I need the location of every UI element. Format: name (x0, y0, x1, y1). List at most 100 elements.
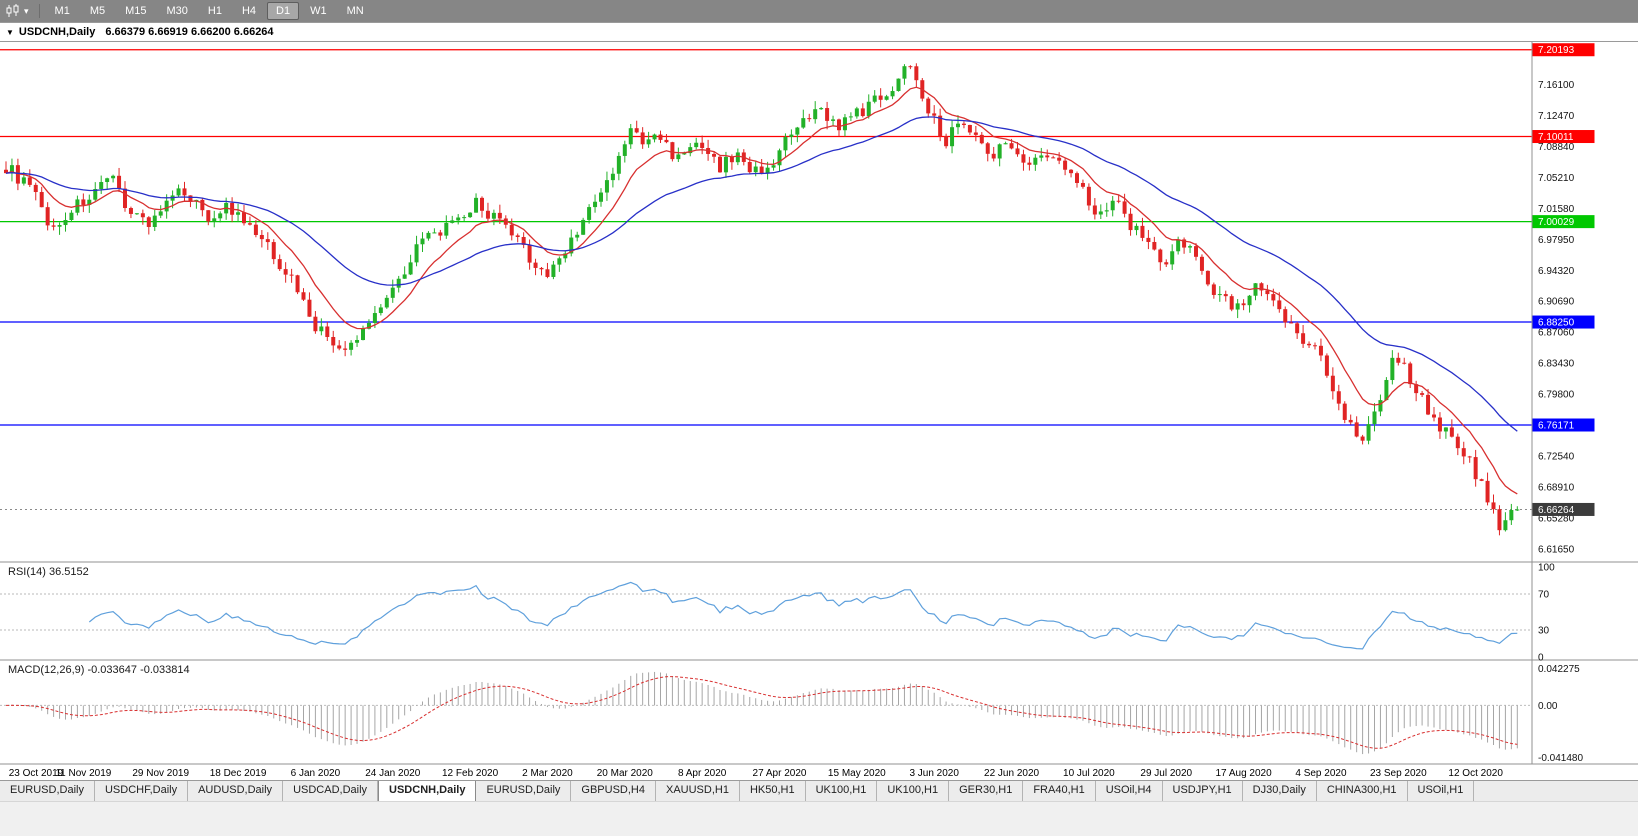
tab-usdjpy-h1[interactable]: USDJPY,H1 (1162, 781, 1243, 801)
toolbar-separator (38, 4, 40, 18)
chart-title-bar[interactable]: ▼ USDCNH,Daily 6.66379 6.66919 6.66200 6… (0, 22, 1638, 42)
timeframe-button-m1[interactable]: M1 (54, 5, 70, 17)
y-axis-label: 6.97950 (1538, 235, 1575, 246)
x-axis-date-label: 6 Jan 2020 (291, 768, 341, 779)
tab-usdcad-daily[interactable]: USDCAD,Daily (283, 781, 379, 801)
svg-text:6.76171: 6.76171 (1538, 421, 1575, 432)
x-axis-date-label: 27 Apr 2020 (753, 768, 807, 779)
tab-gbpusd-h4[interactable]: GBPUSD,H4 (571, 781, 656, 801)
price-level-badge: 6.88250 (1532, 315, 1595, 329)
x-axis-date-label: 24 Jan 2020 (365, 768, 420, 779)
y-axis-label: 6.83430 (1538, 359, 1575, 370)
y-axis-label: 7.16100 (1538, 80, 1575, 91)
x-axis-date-label: 12 Feb 2020 (442, 768, 499, 779)
tab-xauusd-h1[interactable]: XAUUSD,H1 (655, 781, 740, 801)
timeframe-button-w1[interactable]: W1 (310, 5, 327, 17)
y-axis-label: 7.01580 (1538, 204, 1575, 215)
x-axis-date-label: 29 Nov 2019 (132, 768, 189, 779)
tab-uk100-h1[interactable]: UK100,H1 (877, 781, 950, 801)
chart-tab-bar: EURUSD,Daily USDCHF,Daily AUDUSD,Daily USDC… (0, 780, 1638, 801)
candlestick-chart-icon[interactable] (5, 4, 21, 18)
timeframe-button-m30[interactable]: M30 (166, 5, 188, 17)
tab-china300-h1[interactable]: CHINA300,H1 (1316, 781, 1408, 801)
tab-ger30-h1[interactable]: GER30,H1 (949, 781, 1024, 801)
chart-area[interactable]: 7.16100 7.12470 7.08840 7.05210 7.01580 6.979… (0, 42, 1638, 780)
x-axis-date-label: 4 Sep 2020 (1295, 768, 1347, 779)
timeframe-toolbar: ▾ M1 M5 M15 M30 H1 H4 D1 W1 MN (0, 0, 1638, 22)
y-axis-label: 6.61650 (1538, 544, 1575, 555)
x-axis-date-label: 23 Sep 2020 (1370, 768, 1427, 779)
tab-fra40-h1[interactable]: FRA40,H1 (1023, 781, 1096, 801)
tab-audusd-daily[interactable]: AUDUSD,Daily (188, 781, 284, 801)
x-axis-date-label: 20 Mar 2020 (597, 768, 654, 779)
y-axis-label: 6.94320 (1538, 266, 1575, 277)
rsi-axis-label: 0 (1538, 653, 1544, 664)
timeframe-button-m5[interactable]: M5 (89, 5, 106, 17)
y-axis-label: 6.79800 (1538, 390, 1575, 401)
status-bar (0, 801, 1638, 836)
tab-usdcnh-daily[interactable]: USDCNH,Daily (378, 781, 477, 801)
rsi-line (88, 581, 1518, 650)
macd-axis-label: -0.041480 (1538, 753, 1583, 764)
timeframe-button-m15[interactable]: M15 (125, 5, 147, 17)
price-level-badge: 7.00029 (1532, 215, 1595, 229)
tab-eurusd-daily[interactable]: EURUSD,Daily (476, 781, 572, 801)
price-level-badge: 6.66264 (1532, 502, 1595, 516)
tab-dj30-daily[interactable]: DJ30,Daily (1242, 781, 1317, 801)
price-level-badge: 6.76171 (1532, 418, 1595, 432)
y-axis-label: 7.12470 (1538, 111, 1575, 122)
y-axis-label: 7.05210 (1538, 173, 1575, 184)
rsi-axis-label: 100 (1538, 563, 1555, 574)
moving-average-line-34 (5, 116, 1518, 432)
price-level-badge: 7.10011 (1532, 130, 1595, 144)
timeframe-button-h4[interactable]: H4 (241, 5, 257, 17)
y-axis-label: 6.68910 (1538, 482, 1575, 493)
tab-hk50-h1[interactable]: HK50,H1 (739, 781, 806, 801)
x-axis-date-label: 29 Jul 2020 (1140, 768, 1192, 779)
svg-text:7.20193: 7.20193 (1538, 45, 1575, 56)
x-axis-date-label: 3 Jun 2020 (909, 768, 959, 779)
y-axis-label: 6.87060 (1538, 328, 1575, 339)
rsi-axis-label: 70 (1538, 590, 1550, 601)
svg-text:7.00029: 7.00029 (1538, 217, 1575, 228)
timeframe-button-h1[interactable]: H1 (207, 5, 222, 17)
svg-text:6.66264: 6.66264 (1538, 505, 1575, 516)
tab-usoil-h4[interactable]: USOil,H4 (1095, 781, 1163, 801)
x-axis-date-label: 10 Jul 2020 (1063, 768, 1115, 779)
y-axis-label: 6.65280 (1538, 513, 1575, 524)
macd-axis-label: 0.00 (1538, 701, 1558, 712)
y-axis-label: 6.72540 (1538, 451, 1575, 462)
x-axis-date-label: 17 Aug 2020 (1216, 768, 1273, 779)
tab-eurusd-daily[interactable]: EURUSD,Daily (0, 781, 95, 801)
x-axis-date-label: 2 Mar 2020 (522, 768, 573, 779)
collapse-icon[interactable]: ▼ (6, 27, 14, 37)
rsi-indicator-label: RSI(14) 36.5152 (8, 566, 89, 578)
x-axis-date-label: 15 May 2020 (828, 768, 886, 779)
price-level-badge: 7.20193 (1532, 43, 1595, 57)
tab-uk100-h1[interactable]: UK100,H1 (805, 781, 878, 801)
x-axis-date-label: 22 Jun 2020 (984, 768, 1039, 779)
rsi-axis-label: 30 (1538, 626, 1550, 637)
macd-axis-label: 0.042275 (1538, 664, 1580, 675)
timeframe-button-d1[interactable]: D1 (267, 2, 300, 20)
x-axis-date-label: 11 Nov 2019 (55, 768, 111, 779)
chart-background (0, 42, 1638, 780)
moving-average-line-10 (5, 86, 1518, 495)
candlestick-series (4, 63, 1520, 536)
y-axis-label: 6.90690 (1538, 297, 1575, 308)
x-axis-date-label: 8 Apr 2020 (678, 768, 727, 779)
y-axis-label: 7.08840 (1538, 142, 1575, 153)
svg-text:7.10011: 7.10011 (1538, 132, 1574, 143)
chart-symbol-label: USDCNH,Daily (18, 26, 96, 38)
timeframe-button-mn[interactable]: MN (346, 5, 364, 17)
x-axis-date-label: 23 Oct 2019 (9, 768, 64, 779)
horizontal-level-lines[interactable] (0, 49, 1532, 426)
macd-indicator-label: MACD(12,26,9) -0.033647 -0.033814 (8, 664, 190, 676)
chart-ohlc-values: 6.66379 6.66919 6.66200 6.66264 (105, 26, 274, 38)
tab-usoil-h1[interactable]: USOil,H1 (1407, 781, 1475, 801)
chevron-down-icon[interactable]: ▾ (24, 5, 29, 16)
price-axis: 7.16100 7.12470 7.08840 7.05210 7.01580 6.979… (1538, 80, 1575, 555)
tab-usdchf-daily[interactable]: USDCHF,Daily (94, 781, 189, 801)
